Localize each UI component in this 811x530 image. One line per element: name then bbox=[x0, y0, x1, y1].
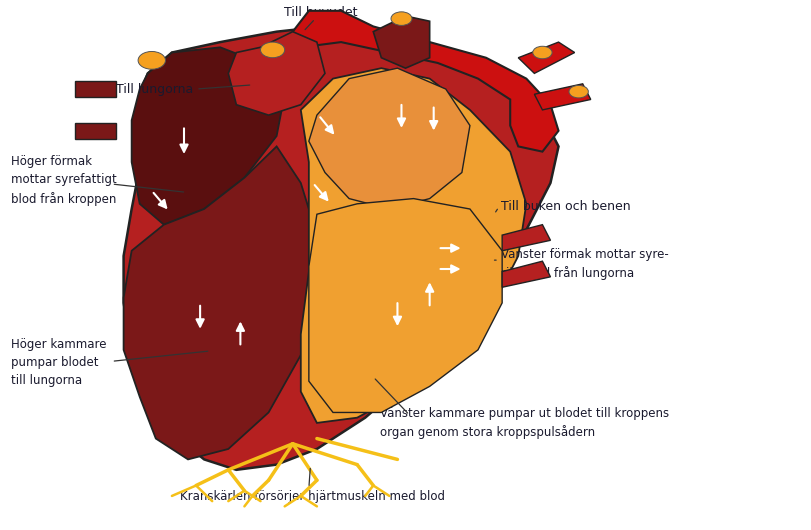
Polygon shape bbox=[131, 47, 285, 225]
Polygon shape bbox=[123, 146, 317, 460]
Polygon shape bbox=[293, 11, 559, 152]
Polygon shape bbox=[502, 261, 551, 287]
Text: Höger kammare
pumpar blodet
till lungorna: Höger kammare pumpar blodet till lungorn… bbox=[11, 338, 106, 387]
Polygon shape bbox=[123, 26, 559, 470]
Text: Till buken och benen: Till buken och benen bbox=[500, 200, 630, 213]
Circle shape bbox=[138, 51, 165, 69]
Text: Till lungorna: Till lungorna bbox=[115, 83, 193, 95]
Circle shape bbox=[569, 85, 588, 98]
Text: Höger förmak
mottar syrefattigt
blod från kroppen: Höger förmak mottar syrefattigt blod frå… bbox=[11, 155, 117, 206]
Polygon shape bbox=[502, 225, 551, 251]
Polygon shape bbox=[309, 68, 470, 209]
Text: Vänster förmak mottar syre-
rikt blod från lungorna: Vänster förmak mottar syre- rikt blod fr… bbox=[500, 248, 668, 280]
Polygon shape bbox=[75, 123, 115, 139]
Circle shape bbox=[533, 46, 552, 59]
Circle shape bbox=[260, 42, 285, 58]
Circle shape bbox=[391, 12, 412, 25]
Polygon shape bbox=[229, 32, 325, 115]
Polygon shape bbox=[309, 199, 502, 412]
Polygon shape bbox=[518, 42, 575, 73]
Polygon shape bbox=[373, 16, 430, 68]
Polygon shape bbox=[301, 68, 526, 423]
Polygon shape bbox=[534, 84, 590, 110]
Polygon shape bbox=[75, 81, 115, 97]
Text: Vänster kammare pumpar ut blodet till kroppens
organ genom stora kroppspulsådern: Vänster kammare pumpar ut blodet till kr… bbox=[380, 407, 669, 439]
Text: Kranskärlen försörjer hjärtmuskeln med blod: Kranskärlen försörjer hjärtmuskeln med b… bbox=[180, 490, 445, 503]
Text: Till huvudet: Till huvudet bbox=[284, 6, 358, 19]
